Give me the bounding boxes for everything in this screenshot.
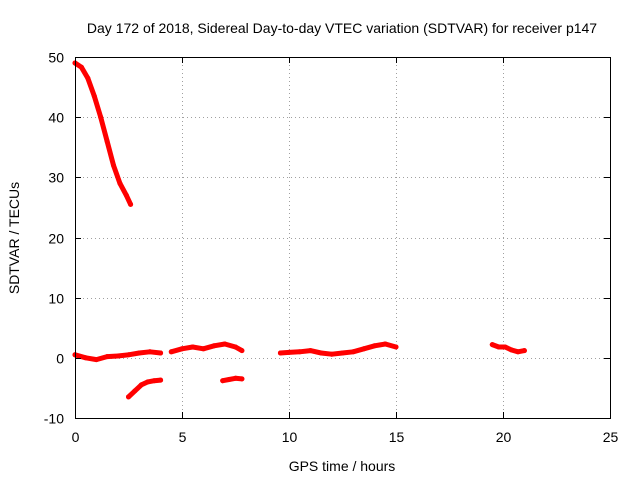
x-tick-label: 25 (603, 429, 619, 445)
data-point (222, 341, 228, 347)
data-point (233, 375, 238, 381)
data-point (138, 382, 144, 388)
data-point (502, 344, 508, 350)
data-point (393, 344, 399, 350)
y-tick-label: 30 (48, 170, 64, 186)
data-point (179, 346, 185, 352)
x-tick-label: 20 (496, 429, 512, 445)
axis-ticks: 0 5 10 15 20 25 -10 0 10 20 30 40 50 (44, 50, 619, 446)
data-point (220, 378, 226, 384)
data-point (372, 343, 378, 349)
data-point (104, 138, 110, 144)
data-point (91, 93, 97, 99)
data-point (158, 350, 164, 356)
data-point (226, 377, 232, 382)
data-point (147, 349, 153, 355)
data-marks (72, 60, 527, 400)
data-point (85, 75, 91, 81)
data-point (239, 348, 245, 354)
data-point (489, 342, 495, 348)
data-point (496, 344, 502, 350)
x-tick-label: 5 (179, 429, 187, 445)
data-point (329, 351, 335, 357)
series-negative-small (220, 375, 245, 384)
data-point (521, 348, 527, 354)
data-point (136, 350, 142, 356)
data-point (509, 347, 515, 353)
series-descending-arc (72, 60, 134, 207)
data-point (145, 379, 151, 385)
data-point (151, 378, 157, 384)
data-point (78, 64, 84, 70)
x-tick-label: 0 (72, 429, 80, 445)
data-point (93, 357, 99, 363)
data-point (239, 376, 245, 382)
y-tick-label: 50 (48, 50, 64, 66)
data-point (382, 341, 388, 347)
data-point (132, 388, 138, 394)
data-point (515, 349, 521, 355)
data-point (98, 114, 104, 120)
chart-title: Day 172 of 2018, Sidereal Day-to-day VTE… (87, 20, 597, 36)
y-tick-label: 10 (48, 291, 64, 307)
data-point (126, 394, 131, 400)
data-point (190, 344, 196, 350)
data-point (277, 350, 283, 356)
grid (75, 57, 610, 418)
y-tick-label: 20 (48, 231, 64, 247)
y-tick-label: 40 (48, 110, 64, 126)
data-point (83, 355, 89, 361)
y-tick-label: 0 (56, 351, 64, 367)
data-point (117, 180, 123, 186)
data-point (318, 350, 324, 356)
data-point (158, 377, 164, 383)
data-point (286, 349, 292, 355)
data-point (126, 352, 131, 358)
data-point (211, 343, 217, 349)
data-point (200, 346, 206, 352)
data-point (350, 349, 356, 355)
x-tick-label: 15 (389, 429, 405, 445)
data-point (297, 349, 303, 355)
data-point (104, 354, 110, 360)
data-point (307, 348, 313, 354)
data-point (115, 353, 121, 359)
data-point (361, 346, 367, 352)
y-axis-label: SDTVAR / TECUs (6, 182, 22, 294)
data-point (123, 192, 129, 198)
x-axis-label: GPS time / hours (289, 458, 396, 474)
data-point (111, 162, 116, 168)
data-point (128, 201, 134, 207)
x-tick-label: 10 (282, 429, 298, 445)
y-tick-label: -10 (44, 411, 64, 427)
data-point (233, 344, 238, 350)
data-point (340, 350, 345, 356)
data-point (168, 349, 174, 355)
